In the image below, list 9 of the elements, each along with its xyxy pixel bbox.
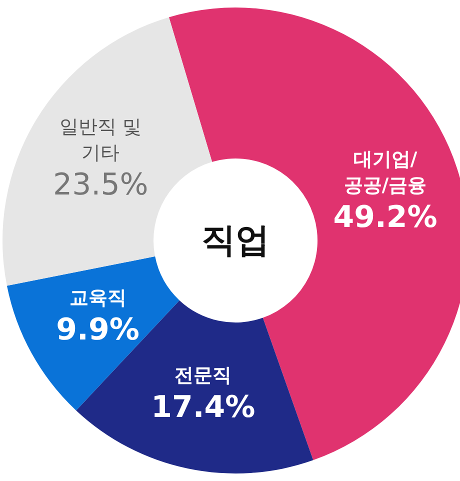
slice-label: 전문직	[174, 364, 232, 387]
data-label: 9.9%	[56, 312, 140, 348]
slice-label: 교육직	[69, 286, 126, 309]
text: 직업	[202, 220, 270, 260]
data-label: 49.2%	[333, 200, 438, 236]
slice-label: 일반직 및 기타	[60, 116, 142, 164]
slice-label: 대기업/ 공공/금융	[344, 148, 427, 197]
data-label: 17.4%	[151, 390, 256, 426]
data-label: 23.5%	[52, 168, 148, 203]
